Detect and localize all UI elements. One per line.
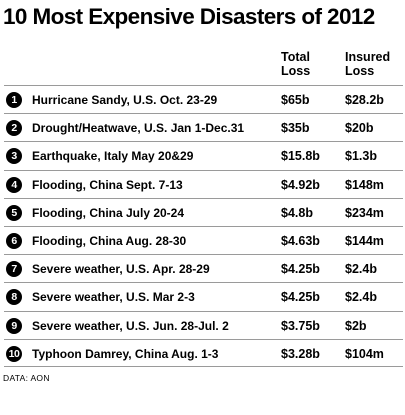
insured-loss-value: $2.4b <box>345 290 377 305</box>
table-row: 6 Flooding, China Aug. 28-30 $4.63b $144m <box>4 225 403 254</box>
rank-badge: 9 <box>6 317 22 334</box>
event-name: Earthquake, Italy May 20&29 <box>32 149 194 164</box>
event-name: Drought/Heatwave, U.S. Jan 1-Dec.31 <box>32 121 245 136</box>
insured-loss-value: $144m <box>345 233 384 248</box>
total-loss-value: $35b <box>281 121 310 136</box>
total-loss-value: $4.8b <box>281 205 313 220</box>
insured-loss-value: $2.4b <box>345 262 377 277</box>
rank-badge: 8 <box>6 289 22 306</box>
event-name: Flooding, China July 20-24 <box>32 205 185 220</box>
event-name: Severe weather, U.S. Mar 2-3 <box>32 290 195 305</box>
insured-loss-value: $148m <box>345 177 384 192</box>
rank-badge: 4 <box>6 176 22 193</box>
table-row: 2 Drought/Heatwave, U.S. Jan 1-Dec.31 $35b… <box>4 113 403 141</box>
total-loss-header-line1: Total <box>281 50 310 64</box>
insured-loss-value: $28.2b <box>345 93 384 107</box>
insured-loss-value: $234m <box>345 205 384 220</box>
insured-loss-value: $2b <box>345 318 367 333</box>
table-row: 8 Severe weather, U.S. Mar 2-3 $4.25b $2.4b <box>4 282 403 310</box>
table-row: 5 Flooding, China July 20-24 $4.8b $234m <box>4 197 403 226</box>
event-name: Hurricane Sandy, U.S. Oct. 23-29 <box>32 93 218 107</box>
rank-badge: 10 <box>6 345 22 362</box>
insured-loss-header-line1: Insured <box>345 50 391 64</box>
total-loss-value: $4.92b <box>281 177 320 192</box>
rank-badge: 6 <box>6 232 22 249</box>
event-name: Severe weather, U.S. Apr. 28-29 <box>32 262 210 277</box>
total-loss-value: $15.8b <box>281 149 320 164</box>
total-loss-value: $3.28b <box>281 346 320 361</box>
rank-badge: 3 <box>6 148 22 165</box>
event-name: Flooding, China Aug. 28-30 <box>32 233 187 248</box>
rank-badge: 7 <box>6 261 22 278</box>
total-loss-value: $3.75b <box>281 318 320 333</box>
table-row: 10 Typhoon Damrey, China Aug. 1-3 $3.28b $1… <box>4 338 403 367</box>
table-row: 7 Severe weather, U.S. Apr. 28-29 $4.25b $2… <box>4 254 403 282</box>
disasters-table: 1 Hurricane Sandy, U.S. Oct. 23-29 $65b $28… <box>4 85 403 367</box>
total-loss-value: $4.63b <box>281 233 320 248</box>
insured-loss-header: Insured Loss <box>345 50 390 78</box>
total-loss-header: Total Loss <box>281 50 310 78</box>
insured-loss-value: $1.3b <box>345 149 377 164</box>
rank-badge: 1 <box>6 92 22 108</box>
data-source: DATA: AON <box>3 373 50 383</box>
event-name: Flooding, China Sept. 7-13 <box>32 177 183 192</box>
total-loss-value: $4.25b <box>281 262 320 277</box>
total-loss-header-line2: Loss <box>281 64 311 78</box>
table-row: 1 Hurricane Sandy, U.S. Oct. 23-29 $65b $28… <box>4 85 403 113</box>
insured-loss-value: $104m <box>345 346 384 361</box>
insured-loss-value: $20b <box>345 121 374 136</box>
event-name: Severe weather, U.S. Jun. 28-Jul. 2 <box>32 318 229 333</box>
total-loss-value: $65b <box>281 93 310 107</box>
chart-title: 10 Most Expensive Disasters of 2012 <box>3 4 375 29</box>
rank-badge: 2 <box>6 120 22 137</box>
rank-badge: 5 <box>6 204 22 221</box>
table-row: 9 Severe weather, U.S. Jun. 28-Jul. 2 $3.7… <box>4 310 403 339</box>
total-loss-value: $4.25b <box>281 290 320 305</box>
table-row: 4 Flooding, China Sept. 7-13 $4.92b $148m <box>4 169 403 198</box>
event-name: Typhoon Damrey, China Aug. 1-3 <box>32 346 219 361</box>
insured-loss-header-line2: Loss <box>345 64 375 78</box>
table-row: 3 Earthquake, Italy May 20&29 $15.8b $1.3b <box>4 141 403 169</box>
